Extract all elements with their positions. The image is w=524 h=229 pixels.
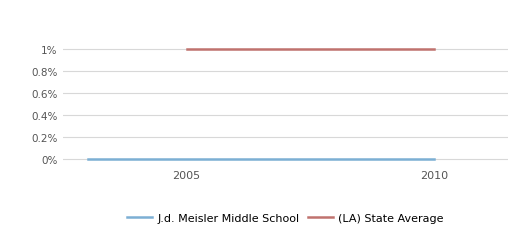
- (LA) State Average: [282, 48, 289, 51]
- (LA) State Average: [233, 48, 239, 51]
- J.d. Meisler Middle School: [84, 158, 91, 161]
- J.d. Meisler Middle School: [431, 158, 437, 161]
- J.d. Meisler Middle School: [282, 158, 289, 161]
- J.d. Meisler Middle School: [233, 158, 239, 161]
- (LA) State Average: [381, 48, 388, 51]
- (LA) State Average: [431, 48, 437, 51]
- J.d. Meisler Middle School: [381, 158, 388, 161]
- J.d. Meisler Middle School: [134, 158, 140, 161]
- (LA) State Average: [332, 48, 338, 51]
- Legend: J.d. Meisler Middle School, (LA) State Average: J.d. Meisler Middle School, (LA) State A…: [123, 209, 448, 228]
- (LA) State Average: [183, 48, 190, 51]
- J.d. Meisler Middle School: [183, 158, 190, 161]
- J.d. Meisler Middle School: [332, 158, 338, 161]
